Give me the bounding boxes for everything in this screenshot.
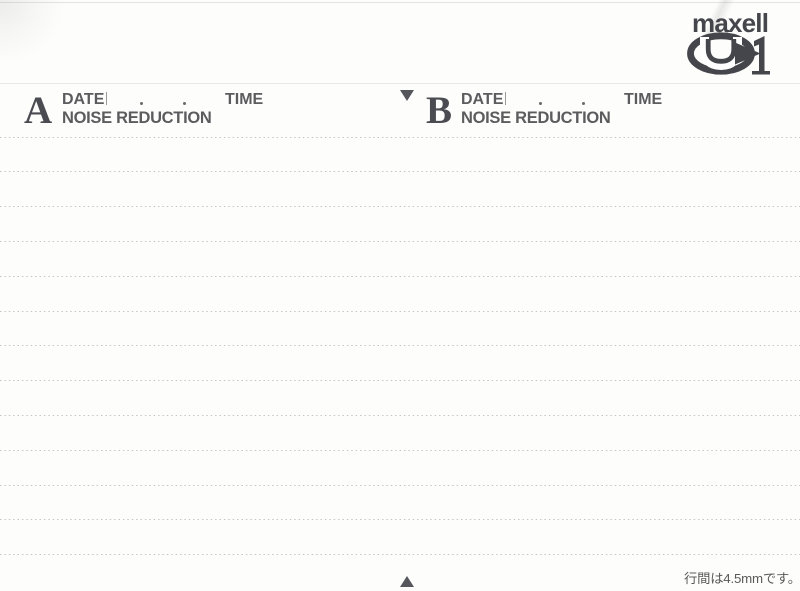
svg-text:maxell: maxell <box>692 8 768 38</box>
